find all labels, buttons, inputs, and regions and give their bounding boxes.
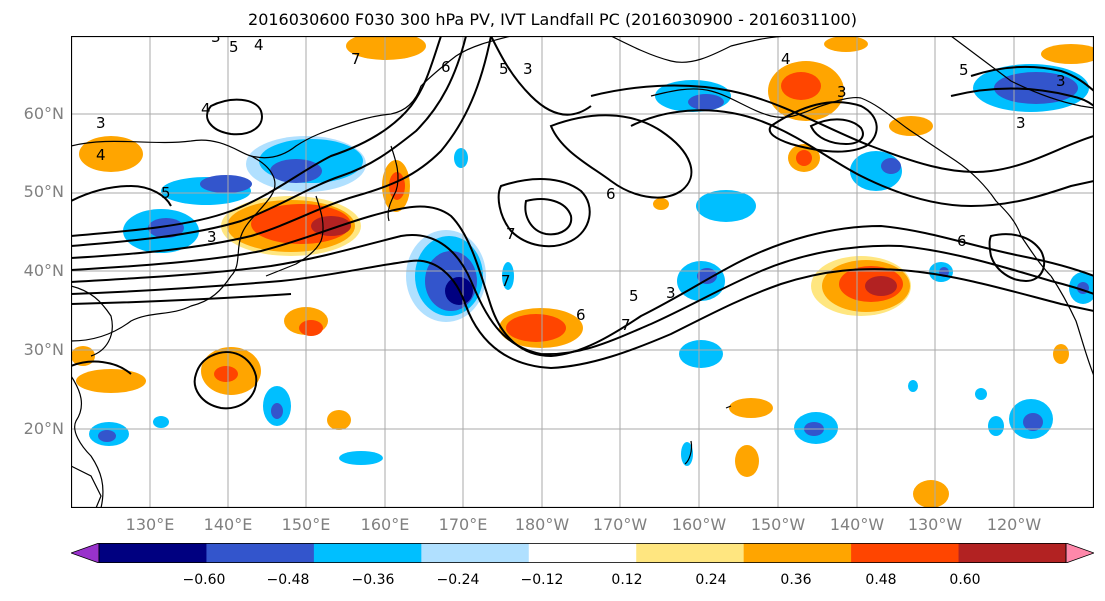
colorbar-tick: 0.36	[780, 572, 812, 588]
colorbar-tick: −0.12	[520, 572, 564, 588]
lon-label: 140°E	[203, 515, 253, 534]
colorbar-segment	[99, 543, 207, 563]
lon-label: 170°E	[438, 515, 488, 534]
colorbar-tick: −0.36	[351, 572, 395, 588]
map-canvas: 3 4 4 3 4 5 3 5 6 7 6 5 3 7 7 5 6 3 4 3 …	[71, 36, 1094, 508]
lon-label: 140°W	[829, 515, 885, 534]
contour-label: 5	[499, 60, 509, 78]
contour-label: 6	[606, 185, 616, 203]
lat-label: 20°N	[23, 419, 64, 438]
contour-label: 5	[229, 38, 239, 56]
lon-label: 170°W	[592, 515, 648, 534]
lon-label: 120°W	[986, 515, 1042, 534]
colorbar-frame	[98, 543, 1067, 563]
lon-label: 130°W	[907, 515, 963, 534]
contour-label: 5	[629, 287, 639, 305]
lon-label: 160°E	[360, 515, 410, 534]
colorbar-tick: 0.24	[695, 572, 727, 588]
lat-label: 30°N	[23, 340, 64, 359]
colorbar-segment	[206, 543, 315, 563]
contour-label: 6	[957, 232, 967, 250]
graticule	[71, 36, 1094, 508]
map-frame	[71, 36, 1094, 508]
colorbar	[71, 543, 1094, 563]
coastlines	[71, 36, 1094, 508]
contour-label: 4	[254, 36, 264, 54]
pv-contours	[71, 36, 1094, 410]
contour-label: 4	[201, 100, 211, 118]
map-title: 2016030600 F030 300 hPa PV, IVT Landfall…	[248, 10, 857, 29]
colorbar-segment	[743, 543, 852, 563]
contour-label: 3	[96, 114, 106, 132]
contour-label: 7	[501, 272, 511, 290]
colorbar-tick: 0.60	[949, 572, 981, 588]
colorbar-segment	[636, 543, 745, 563]
contour-label: 3	[207, 228, 217, 246]
contour-label: 7	[351, 50, 361, 68]
lat-label: 60°N	[23, 104, 64, 123]
colorbar-tick: 0.48	[865, 572, 897, 588]
contour-label: 3	[523, 60, 533, 78]
colorbar-segment	[421, 543, 530, 563]
colorbar-tick: −0.24	[436, 572, 480, 588]
lat-label: 50°N	[23, 182, 64, 201]
contour-label: 6	[441, 58, 451, 76]
contour-label: 5	[161, 184, 171, 202]
contour-label: 3	[1016, 114, 1026, 132]
colorbar-segment	[851, 543, 960, 563]
contour-label: 7	[621, 316, 631, 334]
colorbar-tick: −0.48	[266, 572, 310, 588]
lon-label: 150°E	[281, 515, 331, 534]
contour-label: 3	[837, 83, 847, 101]
contour-label: 5	[959, 61, 969, 79]
contour-label: 7	[506, 225, 516, 243]
lon-label: 150°W	[750, 515, 806, 534]
lon-label: 180°W	[514, 515, 570, 534]
lon-label: 160°W	[671, 515, 727, 534]
contour-label: 3	[211, 36, 221, 46]
map-panel: 3 4 4 3 4 5 3 5 6 7 6 5 3 7 7 5 6 3 4 3 …	[71, 36, 1094, 508]
colorbar-extend-high	[1065, 543, 1094, 563]
lon-label: 130°E	[125, 515, 175, 534]
colorbar-extend-low	[71, 543, 100, 563]
lat-label: 40°N	[23, 261, 64, 280]
contour-label: 3	[666, 284, 676, 302]
contour-label: 4	[781, 50, 791, 68]
colorbar-tick: −0.60	[182, 572, 226, 588]
colorbar-segment	[313, 543, 422, 563]
colorbar-segment	[528, 543, 637, 563]
contour-label: 4	[96, 146, 106, 164]
colorbar-segment	[958, 543, 1067, 563]
contour-label-group: 3 4 4 3 4 5 3 5 6 7 6 5 3 7 7 5 6 3 4 3 …	[96, 36, 1066, 334]
contour-label: 3	[1056, 72, 1066, 90]
colorbar-tick: 0.12	[611, 572, 643, 588]
contour-label: 6	[576, 306, 586, 324]
